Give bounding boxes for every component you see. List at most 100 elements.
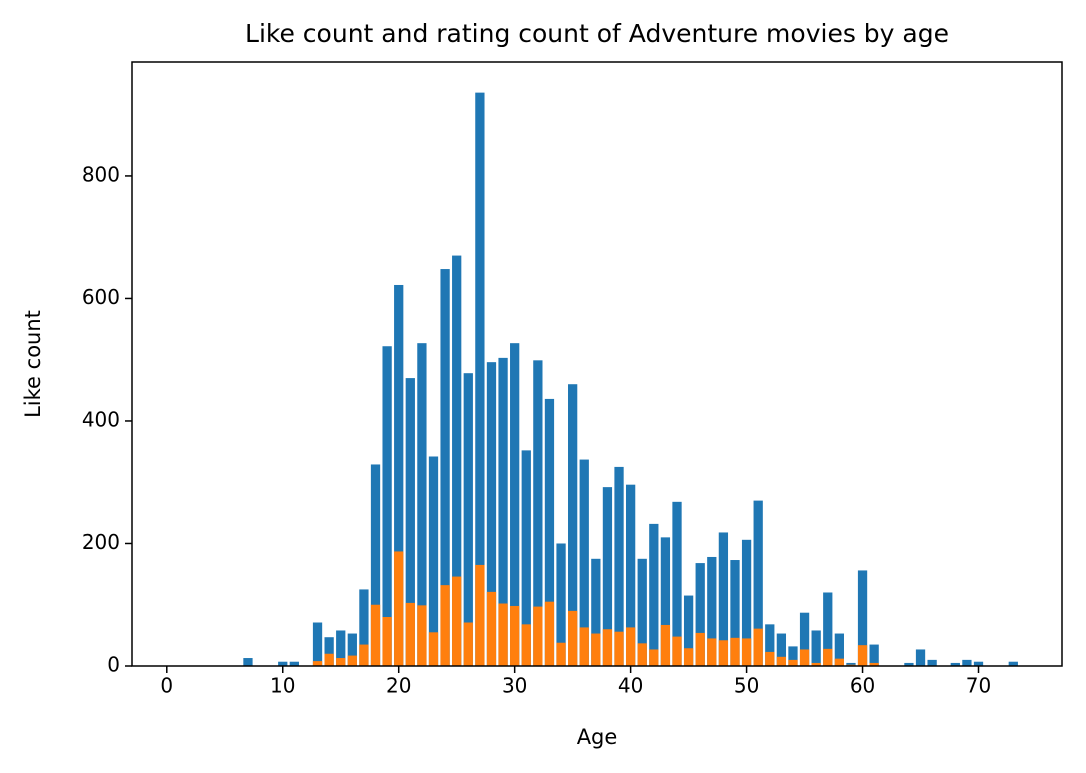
bar <box>498 603 508 666</box>
x-tick-label: 0 <box>160 674 173 698</box>
bar <box>405 378 415 666</box>
bar <box>625 627 636 666</box>
chart-title: Like count and rating count of Adventure… <box>245 19 949 48</box>
bar <box>533 360 543 666</box>
bar <box>660 624 671 666</box>
bar <box>753 628 763 666</box>
bar <box>707 556 717 666</box>
bar <box>637 643 647 666</box>
bar <box>730 637 740 666</box>
bar <box>753 500 763 666</box>
x-axis-label: Age <box>577 725 618 749</box>
bar <box>950 662 960 666</box>
bar <box>776 633 787 666</box>
bar <box>857 570 868 666</box>
bar <box>869 662 879 666</box>
bar <box>672 501 682 666</box>
bar <box>741 539 752 666</box>
bar <box>823 648 833 666</box>
y-tick-label: 800 <box>82 162 120 186</box>
bar <box>486 362 497 666</box>
bar <box>521 624 531 666</box>
bar <box>869 644 879 666</box>
bar <box>324 653 334 666</box>
bar <box>904 662 914 666</box>
bar <box>475 92 485 667</box>
bar <box>556 543 566 666</box>
bar <box>602 629 613 666</box>
bar <box>776 656 787 666</box>
bar <box>695 563 705 666</box>
bar <box>649 523 659 666</box>
bar <box>533 606 543 666</box>
bar <box>278 661 288 666</box>
bar <box>568 384 578 666</box>
bar <box>579 627 589 666</box>
bar <box>846 662 856 666</box>
bar <box>579 459 589 666</box>
bar <box>614 631 624 666</box>
bar <box>765 651 775 666</box>
bar <box>324 637 334 666</box>
bar <box>394 284 404 666</box>
bar <box>370 604 381 666</box>
bar <box>591 558 601 666</box>
bar <box>452 576 462 666</box>
bar <box>463 622 473 666</box>
bar <box>417 605 427 666</box>
bar <box>649 649 659 666</box>
y-tick-label: 0 <box>107 653 120 677</box>
bar <box>637 558 647 666</box>
bar <box>962 659 972 666</box>
bar <box>811 630 821 666</box>
bar <box>556 642 566 666</box>
bar <box>799 649 810 666</box>
bar <box>336 658 346 666</box>
bar <box>312 661 323 666</box>
bar <box>510 605 520 666</box>
bar <box>857 645 868 666</box>
bar <box>347 655 357 666</box>
bar <box>730 560 740 666</box>
y-tick-label: 200 <box>82 530 120 554</box>
bar <box>765 624 775 666</box>
x-tick-label: 60 <box>850 674 875 698</box>
bar <box>544 601 555 666</box>
bar <box>591 633 601 666</box>
bar <box>243 658 253 666</box>
bar <box>463 373 473 666</box>
bar <box>440 585 450 666</box>
bar <box>695 632 705 666</box>
bar <box>428 456 439 666</box>
x-tick-label: 70 <box>966 674 991 698</box>
y-tick-label: 400 <box>82 407 120 431</box>
bar <box>428 632 439 666</box>
bar <box>718 640 729 666</box>
bar <box>498 357 508 666</box>
bar <box>683 595 694 666</box>
bar <box>336 630 346 666</box>
x-tick-label: 30 <box>502 674 527 698</box>
bar <box>788 646 798 666</box>
bar <box>486 591 497 666</box>
bar <box>718 532 729 666</box>
x-tick-label: 40 <box>618 674 643 698</box>
bar <box>915 649 926 666</box>
x-tick-label: 20 <box>386 674 411 698</box>
bar <box>823 592 833 666</box>
bar <box>602 487 613 666</box>
bar <box>625 484 636 666</box>
bar <box>788 659 798 666</box>
bar <box>568 610 578 666</box>
bar <box>440 269 450 666</box>
x-tick-label: 50 <box>734 674 759 698</box>
bar <box>475 564 485 666</box>
y-axis-label: Like count <box>21 310 45 418</box>
bar <box>382 346 392 666</box>
bar <box>394 551 404 666</box>
y-tick-label: 600 <box>82 285 120 309</box>
bar <box>510 343 520 666</box>
bar <box>544 398 555 666</box>
bar <box>289 661 299 666</box>
